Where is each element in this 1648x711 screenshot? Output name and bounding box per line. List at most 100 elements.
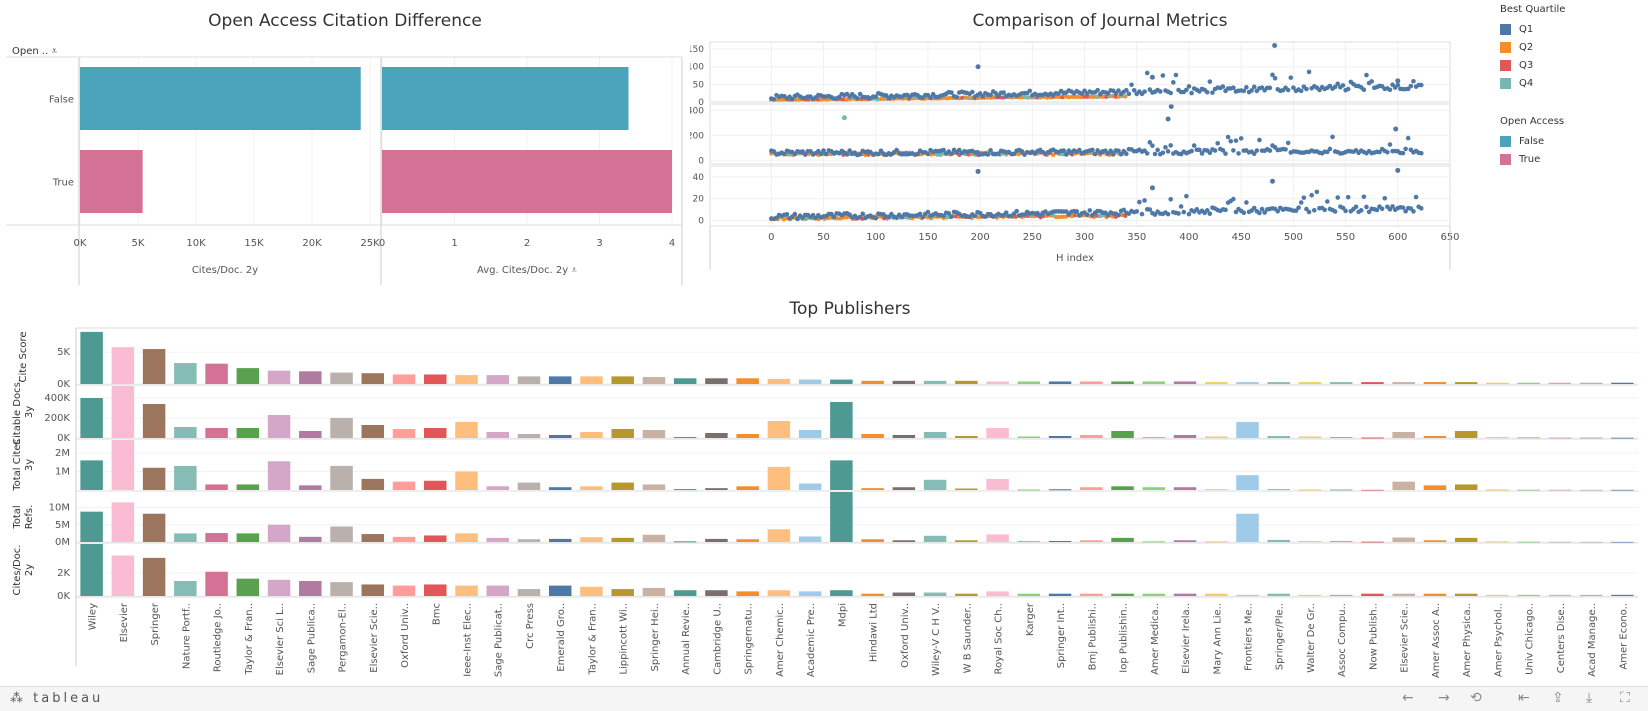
data-point xyxy=(1176,211,1181,216)
bar xyxy=(1018,489,1040,490)
bar xyxy=(1018,437,1040,439)
bar xyxy=(174,363,196,384)
share-icon[interactable]: ⇪ xyxy=(1552,690,1564,706)
y-tick-label: 0 xyxy=(698,217,704,227)
data-point xyxy=(1241,210,1246,215)
tableau-logo[interactable]: ⁂ tableau xyxy=(10,691,103,706)
data-point xyxy=(1137,200,1142,205)
oa-bars[interactable] xyxy=(80,67,672,213)
legend-quartiles[interactable]: Q1 Q2 Q3 Q4 xyxy=(1500,20,1565,92)
bar xyxy=(893,540,915,542)
bar xyxy=(736,434,758,438)
tick-label: 20K xyxy=(302,238,322,249)
bar xyxy=(486,432,508,438)
data-point xyxy=(1346,195,1351,200)
bar xyxy=(1267,382,1289,384)
category-label: Frontiers Me.. xyxy=(1244,603,1255,671)
bar xyxy=(1143,541,1165,542)
y-tick-label: 1M xyxy=(55,466,70,477)
bar xyxy=(486,486,508,490)
bar xyxy=(1174,594,1196,596)
bar xyxy=(1236,475,1258,490)
series-label: Total Cites xyxy=(12,439,23,492)
category-label: Karger xyxy=(1025,602,1036,636)
fullscreen-icon[interactable]: ⛶ xyxy=(1620,690,1630,706)
category-label: Hindawi Ltd xyxy=(869,603,880,662)
series-label: Cite Score xyxy=(18,331,29,382)
category-label: Emerald Gro.. xyxy=(556,603,567,672)
data-point xyxy=(1189,149,1194,154)
data-point xyxy=(1155,148,1160,153)
legend-item-q2[interactable]: Q2 xyxy=(1500,38,1565,56)
category-label: Academic Pre.. xyxy=(806,603,817,677)
bar xyxy=(330,582,352,596)
bar xyxy=(1517,437,1539,438)
revert-icon[interactable]: ⟲ xyxy=(1470,690,1482,706)
legend-item-false[interactable]: False xyxy=(1500,132,1565,150)
data-point xyxy=(1171,80,1176,85)
category-label: Assoc Compu.. xyxy=(1337,603,1348,677)
category-label: Amer Assoc A.. xyxy=(1431,603,1442,678)
bar xyxy=(1111,381,1133,384)
bar xyxy=(1267,436,1289,438)
category-label: Bmj Publishi.. xyxy=(1087,603,1098,670)
data-point xyxy=(1090,148,1095,153)
bar xyxy=(1080,540,1102,542)
bar xyxy=(705,539,727,542)
legend-item-true[interactable]: True xyxy=(1500,150,1565,168)
redo-icon[interactable]: → xyxy=(1438,690,1450,706)
data-point xyxy=(1312,208,1317,213)
bar xyxy=(1361,382,1383,384)
data-point xyxy=(1286,141,1291,146)
bar xyxy=(174,466,196,490)
data-point xyxy=(1074,209,1079,214)
category-label: True xyxy=(52,178,74,189)
bar xyxy=(80,544,102,596)
bar xyxy=(861,488,883,490)
category-label: Iop Publishin.. xyxy=(1119,603,1130,673)
tick-label: 25K xyxy=(360,238,380,249)
legend-item-q1[interactable]: Q1 xyxy=(1500,20,1565,38)
bar xyxy=(893,435,915,438)
download-icon[interactable]: ⤓ xyxy=(1586,690,1592,706)
bar xyxy=(611,483,633,490)
bar xyxy=(1143,487,1165,490)
bar xyxy=(80,398,102,438)
bar xyxy=(1486,595,1508,596)
bar xyxy=(1174,540,1196,542)
data-point xyxy=(1419,83,1424,88)
bar xyxy=(1517,490,1539,491)
bar xyxy=(143,514,165,542)
data-point xyxy=(1153,152,1158,157)
data-point xyxy=(1406,136,1411,141)
bar xyxy=(1205,541,1227,542)
data-point xyxy=(1244,200,1249,205)
reset-icon[interactable]: ⇤ xyxy=(1518,690,1530,706)
data-point xyxy=(1369,79,1374,84)
bar xyxy=(1486,489,1508,490)
bar xyxy=(299,537,321,542)
tick-label: 1 xyxy=(451,238,457,249)
outlier-point xyxy=(1395,78,1400,83)
tick-label: 10K xyxy=(186,238,206,249)
bar xyxy=(893,593,915,596)
tp-bars[interactable] xyxy=(80,332,1633,596)
category-label: Elsevier Irela.. xyxy=(1181,603,1192,674)
bar xyxy=(205,428,227,438)
bar xyxy=(143,404,165,438)
bar xyxy=(268,415,290,438)
bar xyxy=(1299,437,1321,439)
bar xyxy=(1205,489,1227,490)
legend-item-q3[interactable]: Q3 xyxy=(1500,56,1565,74)
jm-points[interactable] xyxy=(769,43,1424,221)
legend-item-q4[interactable]: Q4 xyxy=(1500,74,1565,92)
bar xyxy=(237,428,259,438)
undo-icon[interactable]: ← xyxy=(1402,690,1414,706)
data-point xyxy=(1223,151,1228,156)
bar xyxy=(830,402,852,438)
bar xyxy=(799,591,821,596)
category-label: Mary Ann Lie.. xyxy=(1212,603,1223,675)
bar xyxy=(1611,595,1633,596)
data-point xyxy=(1127,92,1132,97)
data-point xyxy=(1116,213,1121,218)
